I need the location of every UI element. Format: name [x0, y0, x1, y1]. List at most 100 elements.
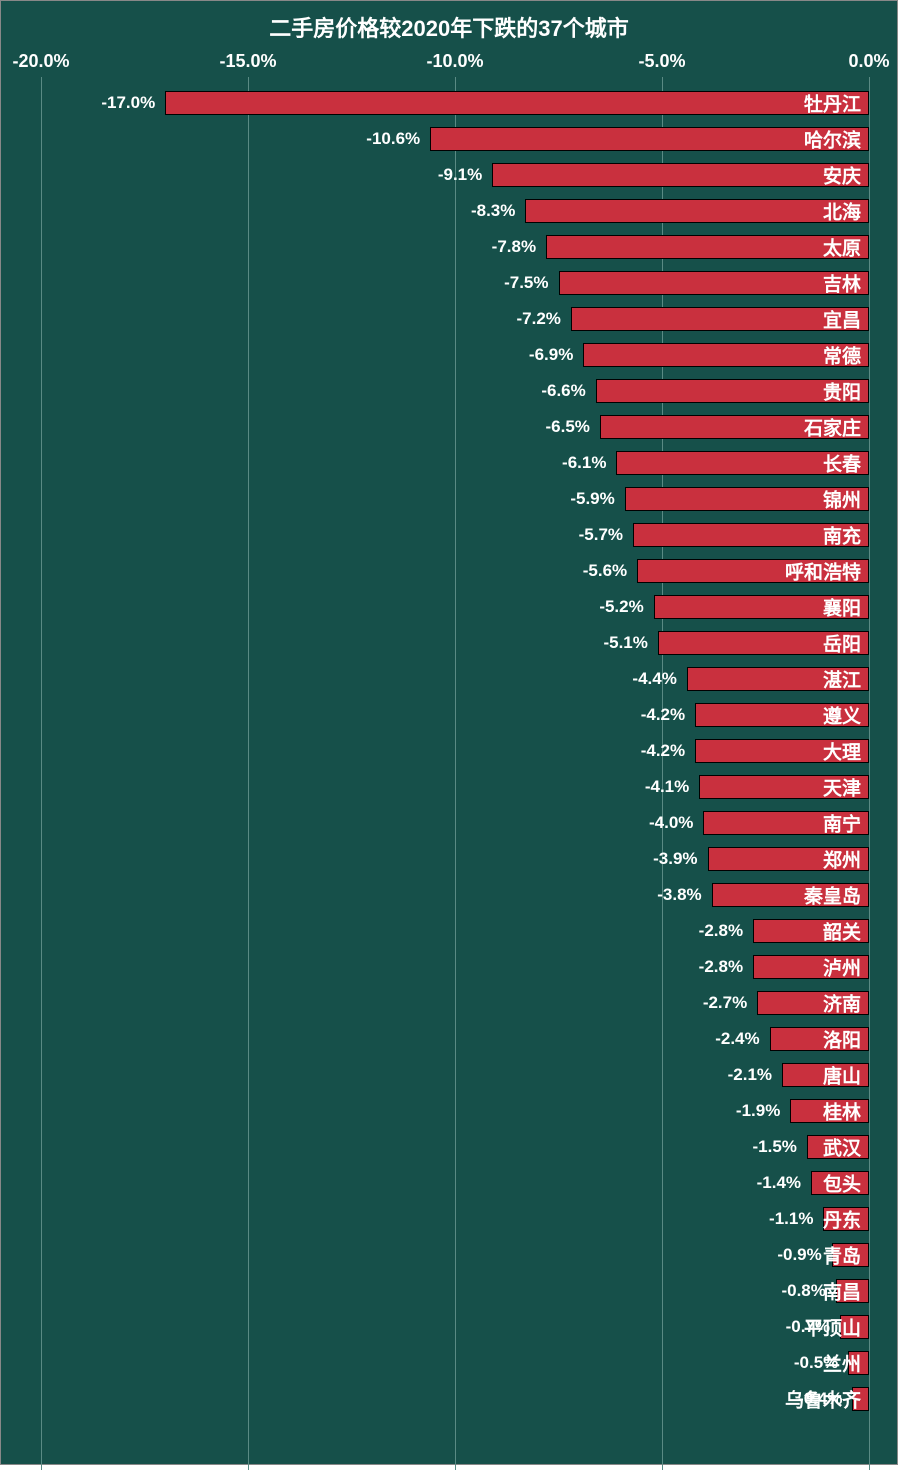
value-label: -4.1%: [645, 777, 689, 797]
bar-row: -1.4% 包头: [41, 1171, 867, 1195]
city-label: 洛阳: [823, 1026, 861, 1053]
bar-row: -0.9%青岛: [41, 1243, 867, 1267]
value-label: -4.2%: [641, 741, 685, 761]
city-label: 郑州: [823, 846, 861, 873]
city-label: 韶关: [823, 918, 861, 945]
x-axis-tick-label: 0.0%: [848, 51, 889, 72]
bar-row: -6.1% 长春: [41, 451, 867, 475]
city-label: 锦州: [823, 486, 861, 513]
value-label: -5.9%: [570, 489, 614, 509]
city-label: 秦皇岛: [804, 882, 861, 909]
x-axis-tick-label: -10.0%: [426, 51, 483, 72]
bar-row: -3.8% 秦皇岛: [41, 883, 867, 907]
city-label: 兰州: [823, 1350, 861, 1377]
bar-row: -5.7% 南充: [41, 523, 867, 547]
bar-row: -0.5%兰州: [41, 1351, 867, 1375]
value-label: -1.9%: [736, 1101, 780, 1121]
city-label: 贵阳: [823, 378, 861, 405]
city-label: 石家庄: [804, 414, 861, 441]
value-label: -3.9%: [653, 849, 697, 869]
bar-row: -5.2% 襄阳: [41, 595, 867, 619]
value-label: -4.2%: [641, 705, 685, 725]
city-label: 遵义: [823, 702, 861, 729]
bar-row: -6.6% 贵阳: [41, 379, 867, 403]
value-label: -3.8%: [657, 885, 701, 905]
value-label: -5.2%: [599, 597, 643, 617]
value-label: -6.6%: [541, 381, 585, 401]
bar-row: -1.9% 桂林: [41, 1099, 867, 1123]
bar-row: -2.8% 韶关: [41, 919, 867, 943]
city-label: 湛江: [823, 666, 861, 693]
value-label: -7.5%: [504, 273, 548, 293]
city-label: 天津: [823, 774, 861, 801]
bar-row: -0.7%平顶山: [41, 1315, 867, 1339]
bar-row: -4.4% 湛江: [41, 667, 867, 691]
bar-row: -4.0%南宁: [41, 811, 867, 835]
value-label: -7.8%: [492, 237, 536, 257]
value-label: -2.1%: [728, 1065, 772, 1085]
value-label: -6.5%: [545, 417, 589, 437]
bar-row: -2.1% 唐山: [41, 1063, 867, 1087]
bar-row: -5.6% 呼和浩特: [41, 559, 867, 583]
city-label: 襄阳: [823, 594, 861, 621]
city-label: 太原: [823, 234, 861, 261]
value-label: -9.1%: [438, 165, 482, 185]
bar-row: -0.4%乌鲁木齐: [41, 1387, 867, 1411]
value-label: -7.2%: [517, 309, 561, 329]
city-label: 乌鲁木齐: [785, 1386, 861, 1413]
city-label: 平顶山: [804, 1314, 861, 1341]
value-label: -2.4%: [715, 1029, 759, 1049]
gridline: [869, 77, 870, 1470]
city-label: 呼和浩特: [785, 558, 861, 585]
value-label: -1.5%: [752, 1137, 796, 1157]
bar-row: -7.5%吉林: [41, 271, 867, 295]
value-label: -2.8%: [699, 921, 743, 941]
city-label: 南充: [823, 522, 861, 549]
bar-row: -6.9% 常德: [41, 343, 867, 367]
bar-row: -4.1% 天津: [41, 775, 867, 799]
chart-title: 二手房价格较2020年下跌的37个城市: [1, 1, 897, 49]
city-label: 包头: [823, 1170, 861, 1197]
city-label: 牡丹江: [804, 90, 861, 117]
city-label: 北海: [823, 198, 861, 225]
city-label: 宜昌: [823, 306, 861, 333]
value-label: -4.0%: [649, 813, 693, 833]
city-label: 南昌: [823, 1278, 861, 1305]
bar-row: -8.3%北海: [41, 199, 867, 223]
city-label: 唐山: [823, 1062, 861, 1089]
bar-row: -9.1%安庆: [41, 163, 867, 187]
x-axis-labels: -20.0%-15.0%-10.0%-5.0%0.0%: [41, 49, 867, 77]
plot-area: -20.0%-15.0%-10.0%-5.0%0.0% -17.0%牡丹江-10…: [41, 49, 867, 1470]
city-label: 哈尔滨: [804, 126, 861, 153]
city-label: 济南: [823, 990, 861, 1017]
value-label: -5.6%: [583, 561, 627, 581]
bar-row: -1.1% 丹东: [41, 1207, 867, 1231]
bar-row: -10.6%哈尔滨: [41, 127, 867, 151]
value-label: -5.7%: [579, 525, 623, 545]
value-label: -6.1%: [562, 453, 606, 473]
city-label: 泸州: [823, 954, 861, 981]
bar: [525, 199, 869, 223]
bar-row: -5.9% 锦州: [41, 487, 867, 511]
city-label: 丹东: [823, 1206, 861, 1233]
city-label: 长春: [823, 450, 861, 477]
value-label: -1.1%: [769, 1209, 813, 1229]
city-label: 常德: [823, 342, 861, 369]
value-label: -4.4%: [632, 669, 676, 689]
value-label: -2.8%: [699, 957, 743, 977]
bar: [492, 163, 869, 187]
bar-row: -6.5% 石家庄: [41, 415, 867, 439]
city-label: 武汉: [823, 1134, 861, 1161]
bar-row: -17.0%牡丹江: [41, 91, 867, 115]
price-decline-chart: 二手房价格较2020年下跌的37个城市 -20.0%-15.0%-10.0%-5…: [0, 0, 898, 1465]
bar-row: -0.8%南昌: [41, 1279, 867, 1303]
bar-row: -5.1%岳阳: [41, 631, 867, 655]
bar: [546, 235, 869, 259]
bar-row: -1.5% 武汉: [41, 1135, 867, 1159]
city-label: 桂林: [823, 1098, 861, 1125]
value-label: -1.4%: [757, 1173, 801, 1193]
value-label: -0.8%: [781, 1281, 825, 1301]
bar-row: -3.9% 郑州: [41, 847, 867, 871]
x-axis-tick-label: -5.0%: [638, 51, 685, 72]
value-label: -6.9%: [529, 345, 573, 365]
